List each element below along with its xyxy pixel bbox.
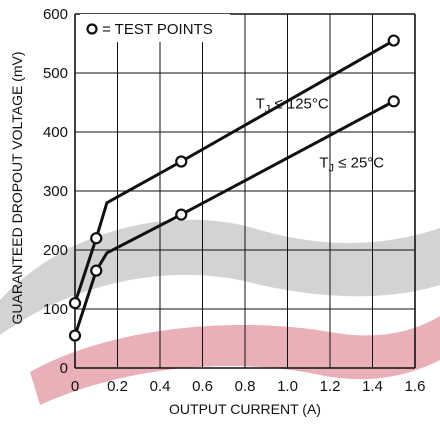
series-layer: TJ ≤ 125°C TJ ≤ 25°C [68, 34, 400, 342]
x-tick-label: 0.4 [150, 378, 171, 395]
y-tick-label: 500 [43, 65, 68, 82]
x-tick-label: 0 [71, 378, 79, 395]
plot-grid [74, 13, 416, 369]
x-tick-label: 1.2 [320, 378, 341, 395]
test-point [387, 95, 400, 108]
y-tick-label: 400 [43, 124, 68, 141]
legend-marker-circle [86, 23, 98, 35]
series-annotation-1: TJ ≤ 125°C [256, 95, 329, 115]
series-annotation-2: TJ ≤ 25°C [319, 154, 384, 174]
test-point [175, 155, 188, 168]
x-tick-label: 1.4 [362, 378, 383, 395]
test-point [68, 329, 82, 342]
legend-label: = TEST POINTS [102, 21, 213, 38]
x-axis-ticks: 0 0.2 0.4 0.6 0.8 1.0 1.2 1.4 1.6 [71, 378, 426, 395]
y-axis-title: GUARANTEED DROPOUT VOLTAGE (mV) [9, 51, 25, 324]
legend-background [80, 14, 230, 42]
test-point [90, 264, 103, 277]
y-tick-label: 100 [43, 301, 68, 318]
test-point [175, 208, 188, 221]
y-tick-label: 600 [43, 6, 68, 23]
x-tick-label: 1.6 [405, 378, 426, 395]
test-point [387, 34, 400, 47]
x-axis-title: OUTPUT CURRENT (A) [169, 401, 321, 417]
y-tick-label: 300 [43, 183, 68, 200]
x-tick-label: 0.6 [192, 378, 213, 395]
x-tick-label: 1.0 [277, 378, 298, 395]
x-tick-label: 0.2 [107, 378, 128, 395]
x-tick-label: 0.8 [235, 378, 256, 395]
test-point [90, 232, 103, 245]
y-tick-label: 0 [60, 360, 68, 377]
y-axis-ticks: 0 100 200 300 400 500 600 [43, 6, 68, 377]
series-line-2 [73, 99, 395, 337]
series-line-1 [73, 39, 395, 304]
y-tick-label: 200 [43, 242, 68, 259]
test-point [68, 297, 82, 310]
legend: = TEST POINTS [80, 14, 230, 42]
